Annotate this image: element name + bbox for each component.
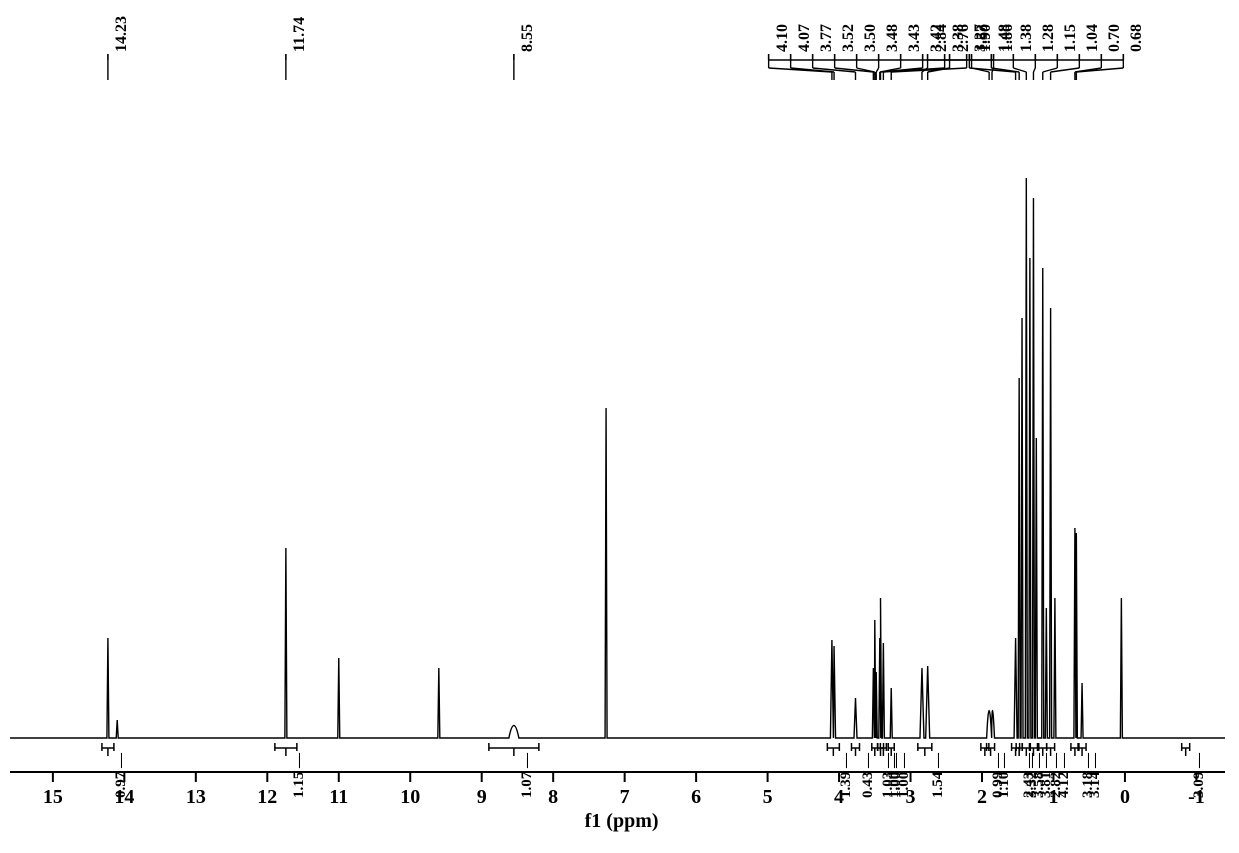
x-tick-label: 6 <box>691 786 701 809</box>
integral-label: 0.97 — <box>113 753 130 798</box>
integral-label: 1.10 — <box>996 753 1013 798</box>
x-tick-label: 9 <box>477 786 487 809</box>
integral-label: 3.09 — <box>1191 753 1208 798</box>
peak-label: 1.53 <box>974 24 992 52</box>
peak-label: 1.28 <box>1040 24 1058 52</box>
integral-label: 3.14 — <box>1087 753 1104 798</box>
peak-label: 3.77 <box>818 24 836 52</box>
x-tick-label: 10 <box>400 786 420 809</box>
peak-label: 3.43 <box>906 24 924 52</box>
integral-label: 0.43 — <box>860 753 877 798</box>
peak-label: 2.84 <box>933 24 951 52</box>
nmr-spectrum: { "axis": { "title": "f1 (ppm)", "title_… <box>0 0 1239 853</box>
peak-label: 2.76 <box>955 24 973 52</box>
integral-label: 1.54 — <box>930 753 947 798</box>
peak-label: 1.38 <box>1018 24 1036 52</box>
x-tick-label: 8 <box>548 786 558 809</box>
peak-label: 8.55 <box>519 24 537 52</box>
peak-label: 3.50 <box>862 24 880 52</box>
peak-label: 0.68 <box>1128 24 1146 52</box>
x-tick-label: 11 <box>329 786 348 809</box>
x-tick-label: 15 <box>43 786 63 809</box>
peak-label: 1.48 <box>996 24 1014 52</box>
peak-label: 3.48 <box>884 24 902 52</box>
x-tick-label: 7 <box>620 786 630 809</box>
integral-label: 1.07 — <box>519 753 536 798</box>
integral-label: 1.15 — <box>291 753 308 798</box>
peak-label: 4.07 <box>796 24 814 52</box>
x-axis-title: f1 (ppm) <box>585 810 659 833</box>
peak-label: 11.74 <box>291 17 309 52</box>
x-tick-label: 0 <box>1120 786 1130 809</box>
peak-label: 1.15 <box>1062 24 1080 52</box>
peak-label: 14.23 <box>113 16 131 52</box>
peak-label: 1.04 <box>1084 24 1102 52</box>
x-tick-label: 5 <box>763 786 773 809</box>
peak-label: 4.10 <box>774 24 792 52</box>
spectrum-svg <box>0 0 1239 853</box>
peak-label: 0.70 <box>1106 24 1124 52</box>
integral-label: 1.00 — <box>896 753 913 798</box>
x-tick-label: 13 <box>186 786 206 809</box>
integral-label: 4.12 — <box>1056 753 1073 798</box>
integral-label: 1.39 — <box>838 753 855 798</box>
x-tick-label: 12 <box>257 786 277 809</box>
peak-label: 3.52 <box>840 24 858 52</box>
x-tick-label: 2 <box>977 786 987 809</box>
